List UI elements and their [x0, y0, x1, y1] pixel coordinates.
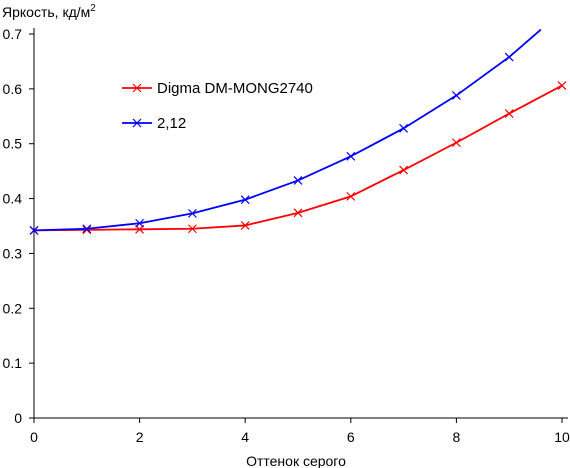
y-axis-title-superscript: 2 — [90, 3, 96, 14]
data-point — [82, 224, 92, 234]
data-point — [187, 208, 197, 218]
data-point — [293, 208, 303, 218]
y-tick-label: 0.5 — [3, 136, 23, 152]
x-tick-label: 4 — [241, 429, 249, 445]
data-point — [504, 109, 514, 118]
legend-label: 2,12 — [157, 115, 186, 132]
data-point — [451, 91, 461, 100]
legend-item: 2,12 — [122, 115, 186, 132]
x-tick-label: 10 — [554, 429, 570, 445]
data-point — [82, 225, 92, 235]
series-line — [33, 28, 542, 232]
legend-label: Digma DM-MONG2740 — [157, 80, 313, 97]
data-point — [399, 123, 409, 133]
y-axis-title-text: Яркость, кд/м — [2, 4, 90, 20]
x-axis-title: Оттенок серого — [246, 453, 346, 468]
data-point — [240, 221, 250, 230]
x-tick-label: 0 — [30, 429, 38, 445]
data-point — [399, 165, 409, 175]
y-tick-label: 0.4 — [3, 191, 23, 207]
data-point — [557, 81, 567, 90]
y-tick-label: 0.7 — [3, 26, 23, 42]
legend: Digma DM-MONG2740 2,12 — [122, 80, 313, 132]
x-tick-label: 6 — [347, 429, 355, 445]
x-tick-label: 8 — [453, 429, 461, 445]
legend-marker — [132, 83, 142, 93]
y-axis-title: Яркость, кд/м2 — [2, 3, 96, 20]
y-tick-label: 0.2 — [3, 300, 23, 316]
series-1 — [29, 81, 567, 235]
data-point — [29, 225, 39, 235]
data-point — [135, 218, 145, 228]
data-point — [240, 195, 250, 205]
y-tick-label: 0.3 — [3, 245, 23, 261]
data-point — [451, 138, 461, 148]
data-point — [187, 224, 197, 234]
legend-item: Digma DM-MONG2740 — [122, 80, 313, 97]
y-tick-label: 0.6 — [3, 81, 23, 97]
y-tick-label: 0.1 — [3, 355, 23, 371]
legend-marker — [132, 118, 142, 128]
x-tick-label: 2 — [136, 429, 144, 445]
data-point — [293, 176, 303, 185]
y-tick-label: 0 — [14, 410, 22, 426]
axis-labels: Яркость, кд/м2 Оттенок серого — [2, 3, 346, 468]
series-2 — [29, 28, 542, 235]
data-point — [504, 52, 514, 62]
axes: 0 0.1 0.2 0.3 0.4 0.5 0.6 0.7 0 2 4 6 8 10 — [3, 26, 570, 445]
series-line — [33, 84, 563, 232]
series-layer — [29, 28, 567, 235]
data-point — [346, 151, 356, 161]
data-point — [346, 191, 356, 201]
